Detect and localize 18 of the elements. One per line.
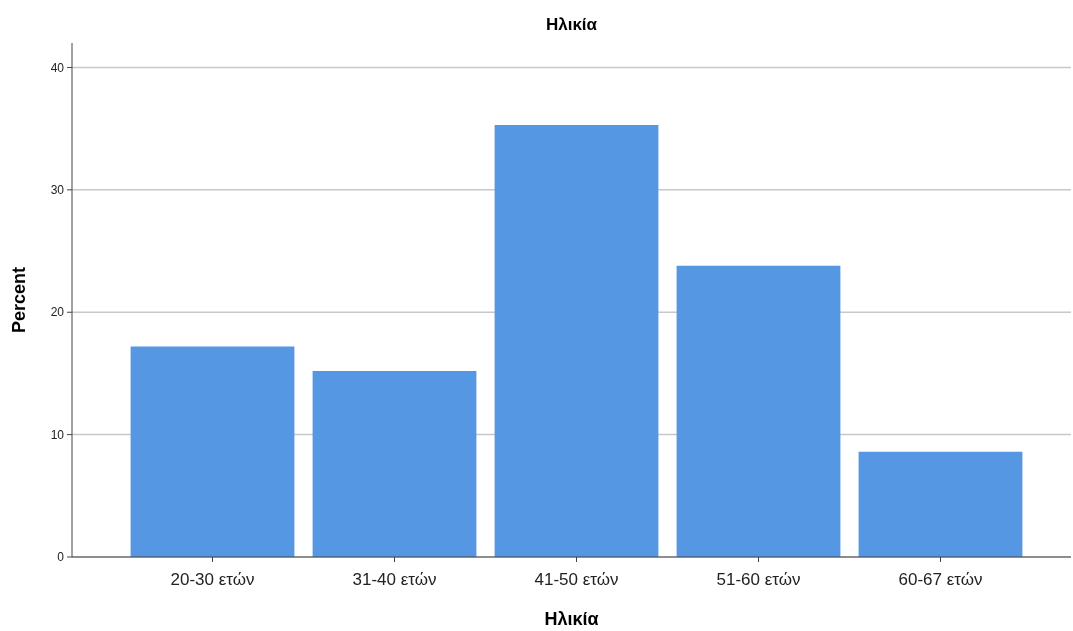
bar (858, 451, 1023, 557)
x-tick-label: 60-67 ετών (898, 570, 983, 589)
y-tick-label: 10 (50, 427, 65, 442)
bar (130, 346, 295, 557)
y-tick-label: 20 (50, 305, 65, 320)
bar (494, 125, 659, 557)
x-tick-label: 31-40 ετών (352, 570, 437, 589)
x-axis-title: Ηλικία (544, 609, 599, 629)
bar (676, 265, 841, 557)
x-tick-label: 20-30 ετών (170, 570, 255, 589)
y-tick-label: 30 (50, 183, 65, 198)
bar (312, 370, 477, 557)
y-tick-label: 40 (50, 60, 65, 75)
chart-title: Ηλικία (545, 15, 598, 34)
y-axis-title: Percent (9, 266, 29, 334)
x-tick-label: 51-60 ετών (716, 570, 801, 589)
x-tick-label: 41-50 ετών (534, 570, 619, 589)
y-tick-label: 0 (57, 550, 65, 565)
